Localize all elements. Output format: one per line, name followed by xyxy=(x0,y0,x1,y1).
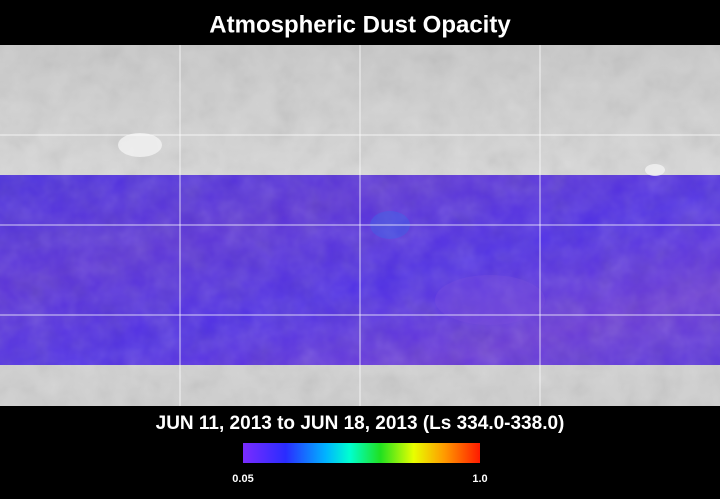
volcano xyxy=(118,133,162,157)
colorbar xyxy=(243,443,480,463)
volcano xyxy=(645,164,665,176)
basin xyxy=(435,275,545,325)
colorbar-ticks: 0.05 1.0 xyxy=(232,463,488,485)
map xyxy=(0,45,720,406)
date-range: JUN 11, 2013 to JUN 18, 2013 (Ls 334.0-3… xyxy=(156,413,565,434)
graticule xyxy=(0,45,720,406)
map-title: Atmospheric Dust Opacity xyxy=(209,11,511,38)
colorbar-tick-label: 1.0 xyxy=(472,473,487,485)
colorbar-tick-label: 0.05 xyxy=(232,473,253,485)
